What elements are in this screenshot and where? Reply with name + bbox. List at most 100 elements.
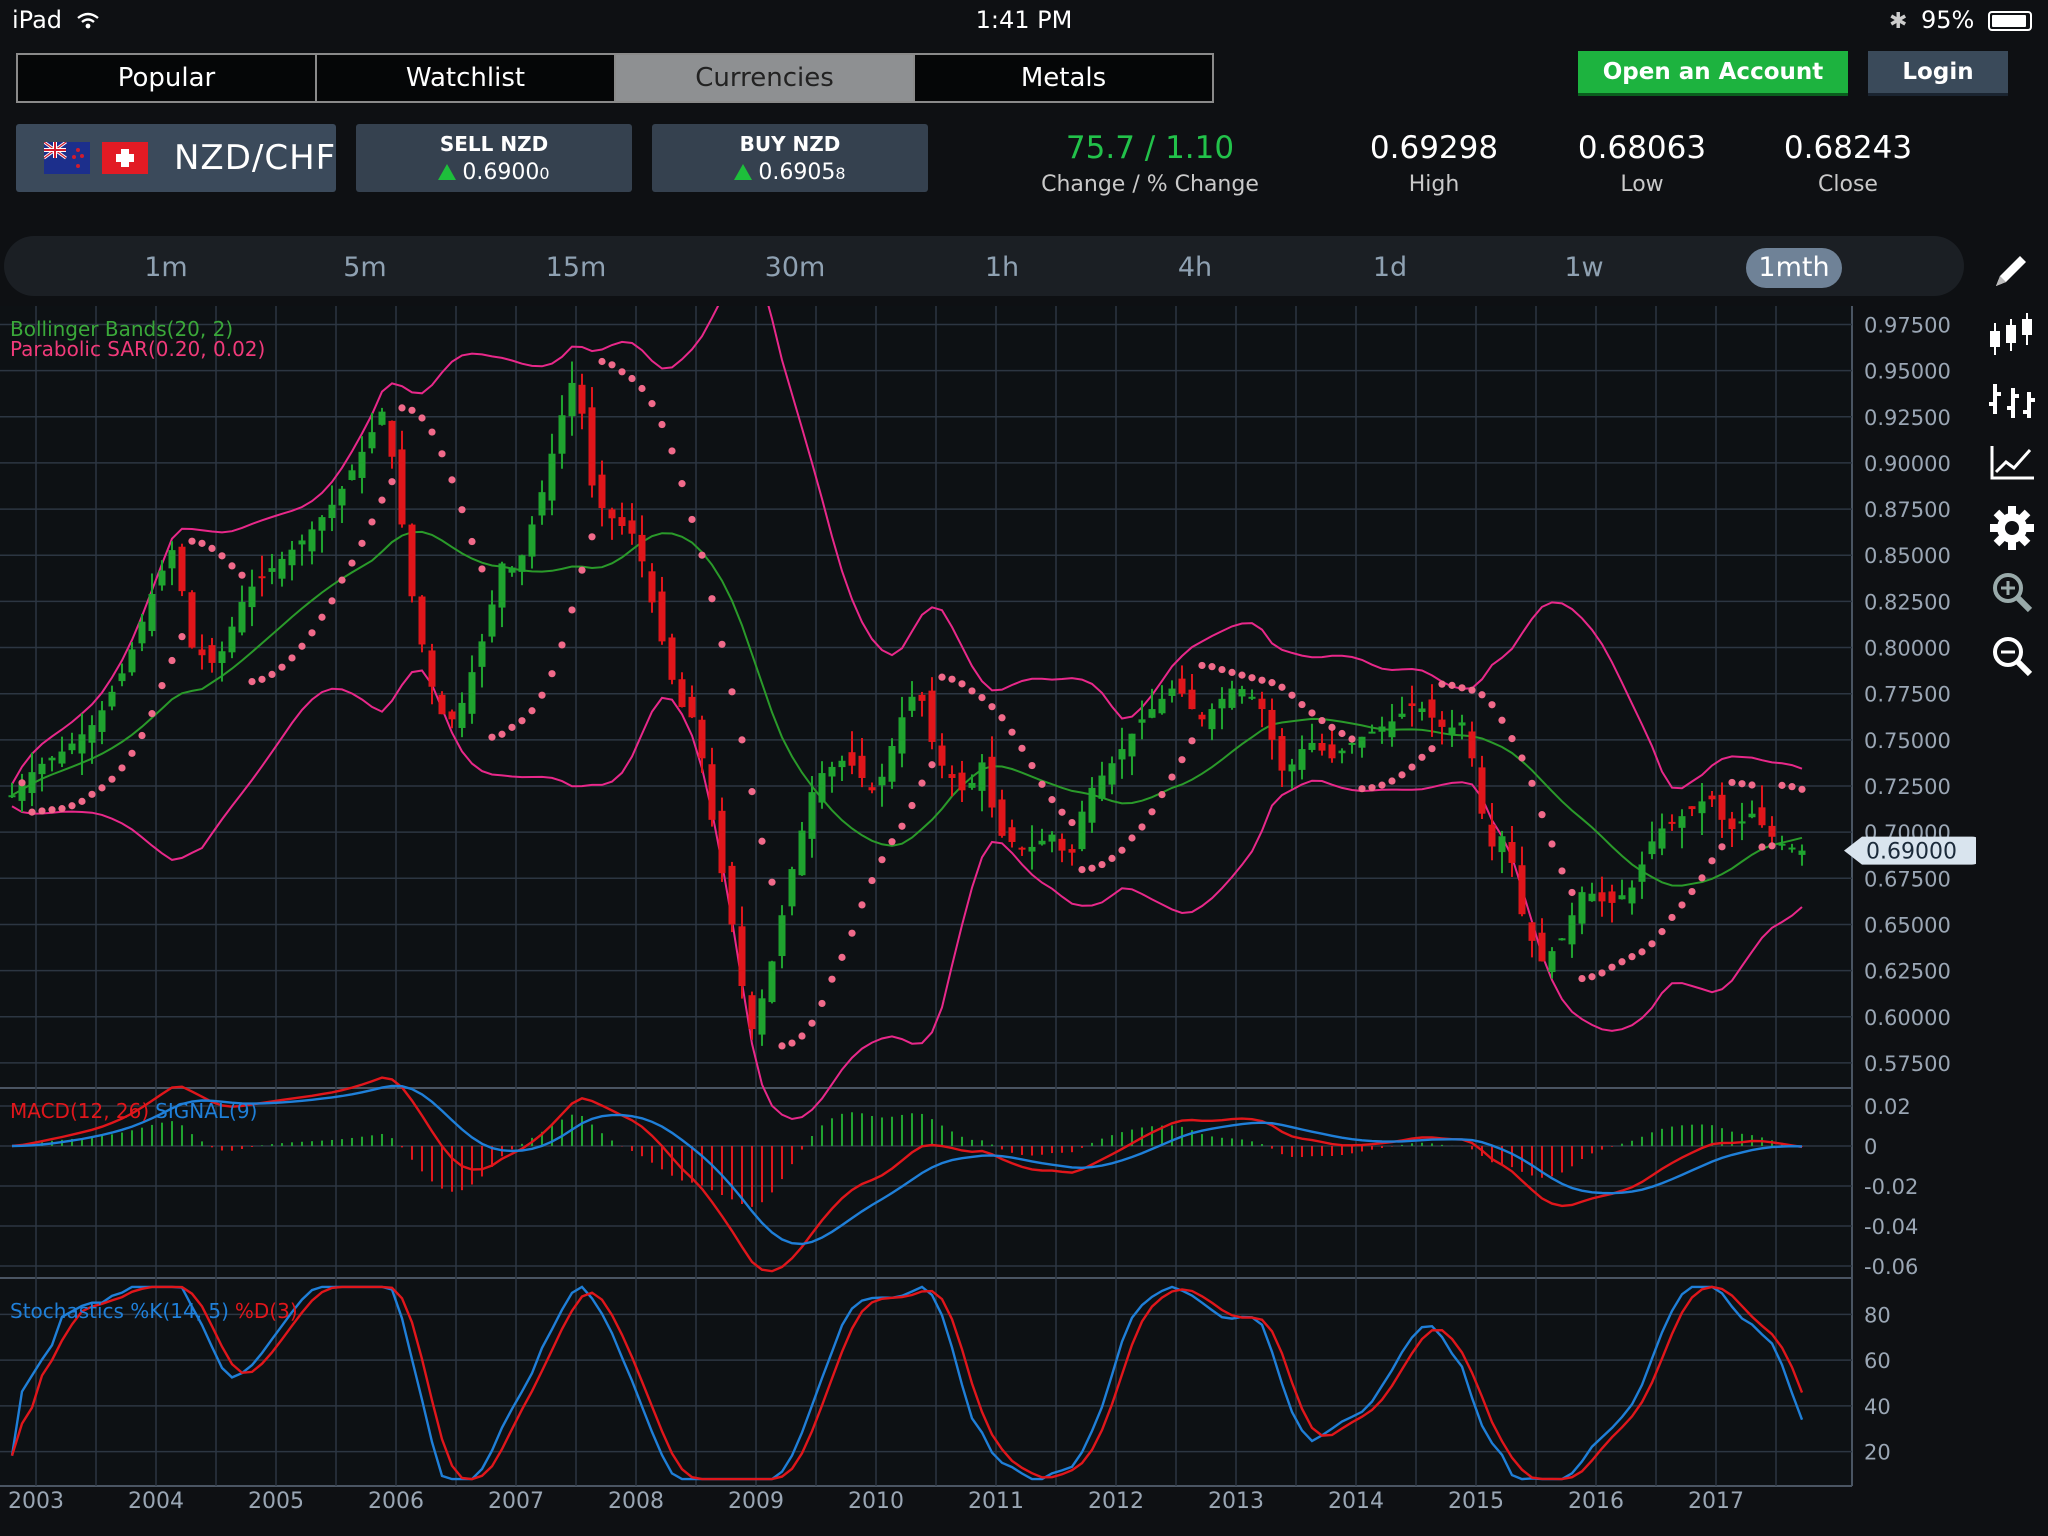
timeframe-1m[interactable]: 1m (144, 252, 188, 283)
tab-metals[interactable]: Metals (915, 55, 1212, 101)
bars-icon[interactable] (1976, 370, 2048, 430)
gear-icon[interactable] (1976, 498, 2048, 558)
sar-dot (388, 478, 396, 486)
candle-body (1198, 714, 1206, 720)
tab-watchlist[interactable]: Watchlist (317, 55, 616, 101)
timeframe-1h[interactable]: 1h (984, 252, 1020, 283)
candle-body (1718, 794, 1726, 820)
candle-body (418, 596, 426, 645)
candle-body (338, 488, 346, 506)
sar-dot (348, 559, 356, 567)
timeframe-1w[interactable]: 1w (1564, 252, 1604, 283)
candle-body (828, 766, 836, 777)
sar-dot (638, 384, 646, 393)
sar-dot (688, 515, 696, 524)
sar-dot (1768, 842, 1776, 850)
candle-body (128, 649, 136, 673)
candle-body (58, 751, 66, 764)
up-triangle-icon (438, 164, 457, 180)
timeframe-4h[interactable]: 4h (1177, 252, 1213, 283)
sar-dot (1708, 857, 1716, 865)
candle-body (638, 534, 646, 562)
timeframe-1mth[interactable]: 1mth (1746, 248, 1842, 288)
sar-dot (878, 856, 886, 864)
sar-dot (998, 714, 1006, 722)
sar-dot (1008, 728, 1016, 736)
sell-button[interactable]: SELL NZD 0.69000 (356, 124, 632, 192)
sar-dot (1218, 665, 1226, 674)
candle-body (1018, 847, 1026, 850)
timeframe-15m[interactable]: 15m (545, 252, 607, 283)
timeframe-5m[interactable]: 5m (343, 252, 387, 283)
candle-body (688, 696, 696, 718)
sar-dot (1688, 887, 1696, 896)
candle-body (1678, 816, 1686, 828)
candle-body (368, 432, 376, 449)
sar-dot (738, 736, 746, 744)
login-button[interactable]: Login (1868, 51, 2008, 93)
sar-dot (1788, 783, 1796, 791)
pencil-icon[interactable] (1976, 240, 2048, 300)
candle-body (758, 998, 766, 1035)
line-chart-icon[interactable] (1976, 432, 2048, 492)
sar-dot (1208, 663, 1216, 671)
sar-dot (1468, 686, 1476, 694)
sar-dot (1348, 735, 1356, 743)
sar-dot (248, 677, 256, 686)
timeframe-1d[interactable]: 1d (1372, 252, 1408, 283)
sar-dot (1138, 823, 1146, 831)
candle-body (1098, 775, 1106, 799)
sar-dot (1118, 846, 1126, 854)
buy-button[interactable]: BUY NZD 0.69058 (652, 124, 928, 192)
candle-body (358, 451, 366, 478)
macd-panel (11, 1076, 1803, 1273)
macd-legend: MACD(12, 26) SIGNAL(9) (10, 1099, 257, 1123)
sar-dot (1048, 796, 1056, 804)
candle-body (1148, 709, 1156, 718)
candle-body (238, 602, 246, 633)
candle-body (1128, 733, 1136, 757)
sar-dot (1568, 888, 1576, 897)
candle-body (748, 995, 756, 1030)
candle-body (668, 637, 676, 680)
candle-body (28, 772, 36, 794)
candle-body (1208, 709, 1216, 730)
candle-body (108, 691, 116, 707)
sar-dot (1078, 865, 1086, 874)
battery-icon (1988, 11, 2032, 31)
tab-currencies[interactable]: Currencies (616, 55, 915, 101)
open-account-button[interactable]: Open an Account (1578, 51, 1848, 93)
sar-dot (398, 404, 406, 412)
x-tick-label: 2016 (1568, 1489, 1624, 1514)
price-tick-label: 0.77500 (1864, 683, 1951, 707)
candle-body (258, 576, 266, 579)
candle-body (968, 782, 976, 788)
device-name: iPad (12, 6, 63, 34)
candle-body (1588, 893, 1596, 902)
timeframe-30m[interactable]: 30m (764, 252, 826, 283)
candle-body (1668, 821, 1676, 824)
sar-dot (368, 518, 376, 526)
instrument-selector[interactable]: NZD/CHF (16, 124, 336, 192)
price-chart[interactable]: 2003 2004 2005 2006 2007 2008 2009 2010 2011 2012… (0, 306, 1976, 1536)
sar-dot (1458, 684, 1466, 692)
timeframe-bar (4, 236, 1964, 296)
zoom-out-icon[interactable] (1976, 626, 2048, 686)
price-tick-label: 0.72500 (1864, 775, 1951, 799)
sar-dot (1228, 668, 1236, 677)
sar-dot (968, 687, 976, 695)
candle-body (708, 764, 716, 820)
battery-area: ✱ 95% (1889, 6, 2032, 34)
stoch-tick-label: 80 (1864, 1303, 1891, 1327)
sar-dot (1338, 729, 1346, 738)
zoom-in-icon[interactable] (1976, 562, 2048, 622)
sar-dot (838, 953, 846, 961)
candlestick-icon[interactable] (1976, 306, 2048, 366)
battery-percent: 95% (1921, 6, 1975, 34)
sar-dot (658, 420, 666, 429)
candle-body (1298, 749, 1306, 770)
tab-popular[interactable]: Popular (18, 55, 317, 101)
sar-dot (48, 806, 56, 814)
high-label: High (1408, 172, 1460, 197)
candle-body (1468, 731, 1476, 759)
